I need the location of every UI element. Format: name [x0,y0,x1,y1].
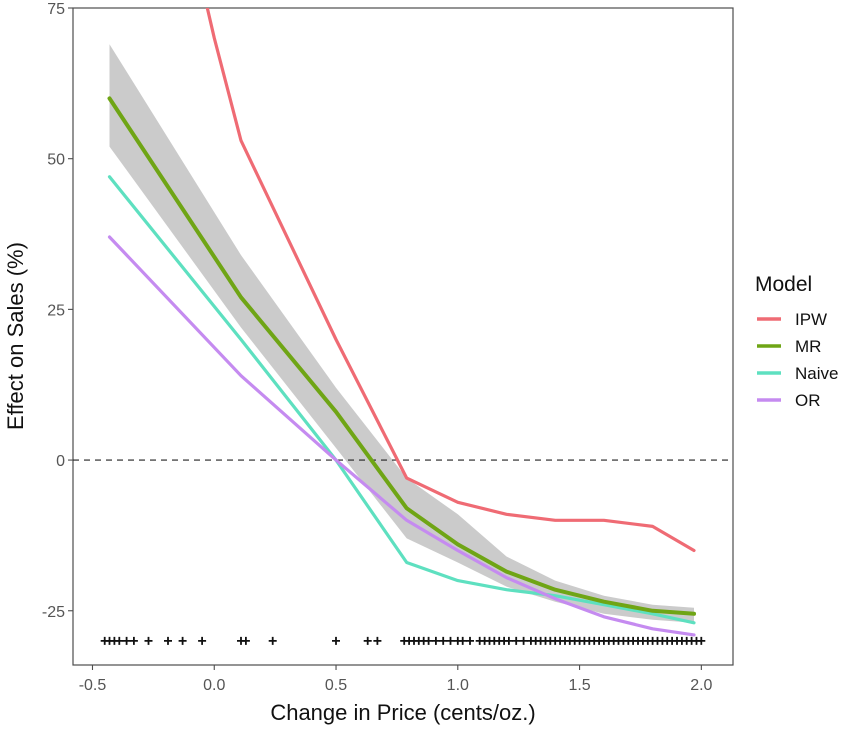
y-tick-label: 0 [56,453,65,470]
y-tick-label: 25 [47,302,65,319]
x-axis-title: Change in Price (cents/oz.) [270,700,535,725]
series-line-or [107,235,696,637]
rug-marker [504,636,513,645]
rug-marker [129,636,138,645]
rug-marker [144,636,153,645]
series-line-ipw [205,8,696,553]
rug-marker [241,636,250,645]
series-line-mr [107,96,696,616]
rug-marker [198,636,207,645]
series-line-naive [107,175,696,625]
rug-marker [164,636,172,645]
rug-marker [512,636,521,645]
x-tick-label: 0.5 [325,677,347,694]
x-tick-label: 1.0 [447,677,469,694]
rug-marker [122,636,131,645]
x-tick-label: 1.5 [568,677,590,694]
legend-item-naive: Naive [757,364,838,383]
rug-marker [178,636,187,645]
rug-marker [519,636,528,645]
rug-marker [115,636,124,645]
legend-label: IPW [795,310,827,329]
y-tick-label: -25 [42,604,65,621]
rug-marker [466,636,474,645]
series-layer [107,8,696,637]
legend-title: Model [755,273,812,296]
rug-layer [100,636,706,645]
y-axis-ticks: -25 0 25 50 75 [42,1,73,621]
legend-label: OR [795,391,821,410]
mr-confidence-ribbon-layer [109,44,694,623]
rug-marker [439,636,448,645]
rug-marker [268,636,277,645]
x-tick-label: 2.0 [690,677,712,694]
plot-panel-border [72,7,734,666]
x-tick-label: -0.5 [79,677,107,694]
rug-marker [424,636,433,645]
rug-marker [697,636,706,645]
mr-ribbon-area [109,44,694,623]
y-tick-label: 50 [47,152,65,169]
legend-item-or: OR [757,391,821,410]
rug-marker [446,636,455,645]
legend-label: MR [795,337,821,356]
legend-label: Naive [795,364,838,383]
x-axis-ticks: -0.5 0.0 0.5 1.0 1.5 2.0 [79,665,713,694]
rug-marker [458,636,467,645]
y-axis-title: Effect on Sales (%) [3,242,28,430]
legend: Model IPW MR Naive OR [755,273,838,410]
rug-marker [332,636,340,645]
rug-marker [431,636,440,645]
rug-marker [373,636,382,645]
x-tick-label: 0.0 [203,677,225,694]
legend-item-mr: MR [757,337,821,356]
legend-item-ipw: IPW [757,310,827,329]
rug-marker [363,636,372,645]
y-tick-label: 75 [47,1,65,18]
